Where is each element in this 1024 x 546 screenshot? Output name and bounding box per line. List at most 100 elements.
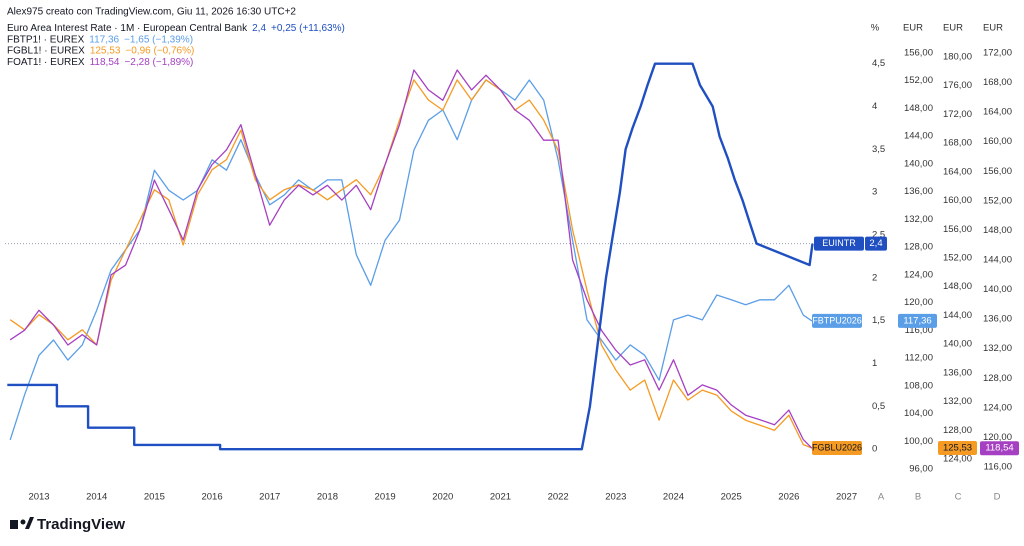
x-tick-label: 2026 [778, 492, 799, 503]
series-tag-box [812, 440, 862, 455]
y-tick-label: 132,00 [983, 343, 1012, 354]
series-tag-box [812, 313, 862, 328]
x-tick-label: 2025 [721, 492, 742, 503]
series-line [7, 62, 814, 451]
value-label: 125,53 [943, 442, 972, 453]
y-tick-label: 148,00 [983, 225, 1012, 236]
series-line [9, 69, 813, 449]
y-tick-label: 3 [872, 187, 877, 198]
legend-name: FGBL1! · EUREX [7, 45, 85, 56]
axis-letter: B [915, 492, 921, 503]
y-tick-label: 128,00 [904, 242, 933, 253]
axis-letter: C [955, 492, 962, 503]
y-tick-label: 168,00 [983, 77, 1012, 88]
value-label: 118,54 [985, 443, 1013, 454]
legend-value: 118,54 [90, 57, 120, 68]
series-tag: EUINTR [822, 238, 856, 248]
y-tick-label: 0,5 [872, 401, 885, 412]
value-box [980, 441, 1019, 456]
legend-entry: FBTP1! · EUREX 117,36 −1,65 (−1,39%) [7, 34, 193, 45]
y-tick-label: 144,00 [983, 254, 1012, 265]
axis-title: EUR [903, 23, 923, 34]
y-tick-label: 100,00 [904, 436, 933, 447]
logo-mark [20, 519, 26, 525]
series-line [9, 79, 813, 441]
y-tick-label: 136,00 [983, 314, 1012, 325]
y-tick-label: 136,00 [943, 367, 972, 378]
y-tick-label: 0 [872, 444, 877, 455]
legend-value: 125,53 [90, 45, 121, 56]
legend-name: FBTP1! · EUREX [7, 34, 85, 45]
legend-entry: Euro Area Interest Rate · 1M · European … [7, 23, 345, 34]
y-tick-label: 128,00 [983, 373, 1012, 384]
y-tick-label: 3,5 [872, 144, 885, 155]
x-tick-label: 2022 [548, 492, 569, 503]
x-tick-label: 2016 [201, 492, 222, 503]
y-tick-label: 172,00 [943, 109, 972, 120]
y-tick-label: 136,00 [904, 186, 933, 197]
y-tick-label: 116,00 [905, 325, 933, 336]
axis-letter: D [994, 492, 1001, 503]
axis-title: % [871, 23, 880, 34]
y-tick-label: 2,5 [872, 230, 885, 241]
x-tick-label: 2013 [28, 492, 49, 503]
y-tick-label: 124,00 [983, 402, 1012, 413]
axis-title: EUR [983, 23, 1003, 34]
axis-title: EUR [943, 23, 963, 34]
y-tick-label: 164,00 [983, 107, 1012, 118]
legend-value: 117,36 [89, 34, 119, 45]
legend-value: 2,4 [252, 23, 266, 34]
legend-change: −2,28 (−1,89%) [124, 57, 193, 68]
y-tick-label: 120,00 [983, 432, 1012, 443]
logo: TradingView [10, 516, 125, 533]
y-tick-label: 124,00 [943, 453, 972, 464]
y-tick-label: 172,00 [983, 47, 1012, 58]
x-tick-label: 2020 [432, 492, 453, 503]
y-tick-label: 2 [872, 272, 877, 283]
x-tick-label: 2024 [663, 492, 684, 503]
y-tick-label: 124,00 [904, 269, 933, 280]
y-tick-label: 164,00 [943, 166, 972, 177]
legend-entry: FGBL1! · EUREX 125,53 −0,96 (−0,76%) [7, 45, 194, 56]
series-tag-box [814, 236, 864, 251]
y-tick-label: 96,00 [909, 463, 933, 474]
legend-change: +0,25 (+11,63%) [271, 23, 345, 34]
x-tick-label: 2021 [490, 492, 511, 503]
y-tick-label: 156,00 [904, 48, 933, 59]
y-tick-label: 4,5 [872, 58, 885, 69]
x-tick-label: 2019 [375, 492, 396, 503]
y-tick-label: 120,00 [904, 297, 933, 308]
value-label: 117,36 [903, 315, 931, 326]
y-tick-label: 148,00 [904, 103, 933, 114]
y-tick-label: 132,00 [943, 396, 972, 407]
y-tick-label: 140,00 [983, 284, 1012, 295]
y-tick-label: 140,00 [904, 158, 933, 169]
logo-text: TradingView [37, 516, 125, 533]
series-tag: FGBLU2026 [812, 442, 862, 452]
value-box [898, 313, 937, 328]
legend-entry: FOAT1! · EUREX 118,54 −2,28 (−1,89%) [7, 57, 193, 68]
y-tick-label: 116,00 [984, 462, 1012, 473]
legend-name: Euro Area Interest Rate · 1M · European … [7, 23, 248, 34]
legend-change: −0,96 (−0,76%) [125, 45, 194, 56]
y-tick-label: 176,00 [943, 80, 972, 91]
value-label: 2,4 [869, 238, 882, 249]
y-tick-label: 128,00 [943, 425, 972, 436]
chart-title: Alex975 creato con TradingView.com, Giu … [7, 7, 296, 18]
y-tick-label: 156,00 [983, 166, 1012, 177]
legend-name: FOAT1! · EUREX [7, 57, 85, 68]
y-tick-label: 160,00 [983, 136, 1012, 147]
y-tick-label: 108,00 [904, 380, 933, 391]
y-tick-label: 112,00 [905, 353, 933, 364]
value-box [938, 440, 977, 455]
y-tick-label: 140,00 [943, 339, 972, 350]
y-tick-label: 160,00 [943, 195, 972, 206]
x-tick-label: 2027 [836, 492, 857, 503]
x-tick-label: 2015 [144, 492, 165, 503]
x-tick-label: 2018 [317, 492, 338, 503]
y-tick-label: 1 [872, 358, 877, 369]
series-line [9, 79, 813, 449]
y-tick-label: 152,00 [943, 252, 972, 263]
legend-change: −1,65 (−1,39%) [124, 34, 193, 45]
x-tick-label: 2014 [86, 492, 107, 503]
